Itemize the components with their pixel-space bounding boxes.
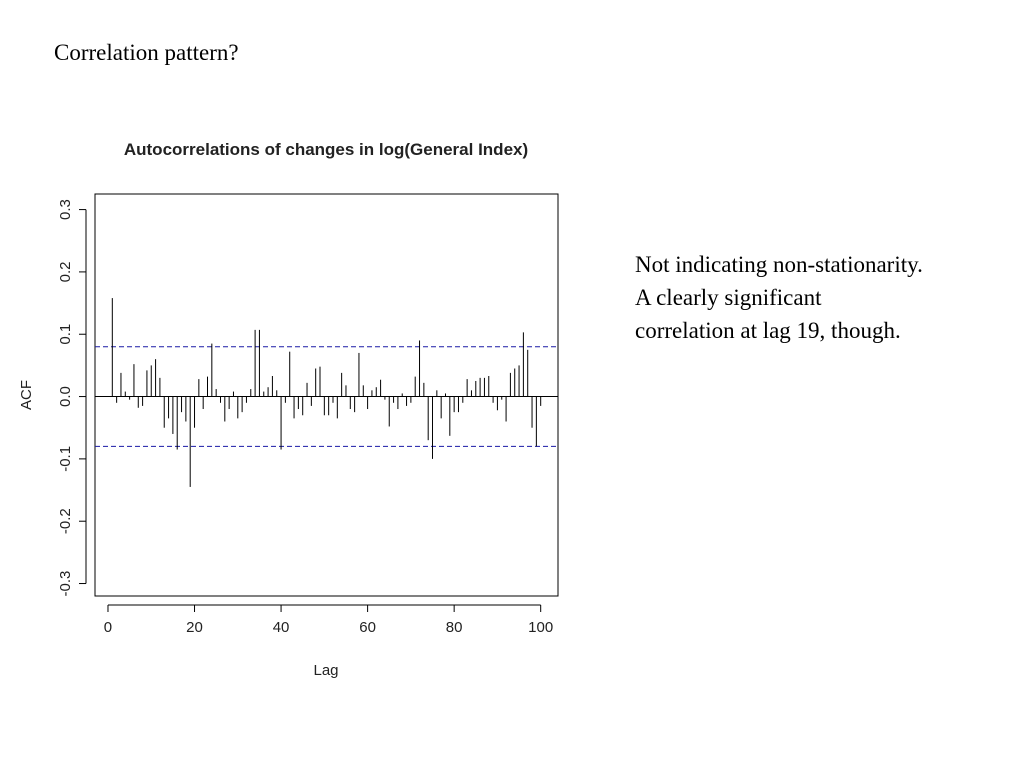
- y-tick-label: -0.2: [57, 508, 74, 534]
- y-tick-label: 0.1: [57, 324, 74, 345]
- note-text: Not indicating non-stationarity. A clear…: [635, 248, 1020, 347]
- y-tick-label: 0.2: [57, 261, 74, 282]
- note-line: Not indicating non-stationarity.: [635, 252, 923, 277]
- x-tick-label: 20: [186, 619, 203, 636]
- confidence-bands: [95, 346, 558, 447]
- x-tick-label: 80: [446, 619, 463, 636]
- x-tick-label: 0: [104, 619, 112, 636]
- y-tick-label: 0.3: [57, 199, 74, 220]
- acf-bars: [111, 298, 542, 487]
- y-tick-label: -0.3: [57, 571, 74, 597]
- x-tick-label: 60: [359, 619, 376, 636]
- slide-heading: Correlation pattern?: [54, 40, 239, 65]
- x-axis-label: Lag: [313, 662, 338, 679]
- x-tick-label: 100: [528, 619, 553, 636]
- x-tick-label: 40: [273, 619, 290, 636]
- note-line: A clearly significant: [635, 285, 822, 310]
- y-tick-label: 0.0: [57, 386, 74, 407]
- x-axis: 0 20 40 60 80 100: [104, 604, 553, 636]
- chart-title: Autocorrelations of changes in log(Gener…: [124, 140, 528, 159]
- plot-frame: [94, 193, 559, 597]
- y-axis: -0.3 -0.2 -0.1 0.0 0.1 0.2 0.3: [57, 199, 87, 597]
- note-line: correlation at lag 19, though.: [635, 318, 901, 343]
- y-axis-label: ACF: [18, 380, 35, 410]
- y-tick-label: -0.1: [57, 446, 74, 472]
